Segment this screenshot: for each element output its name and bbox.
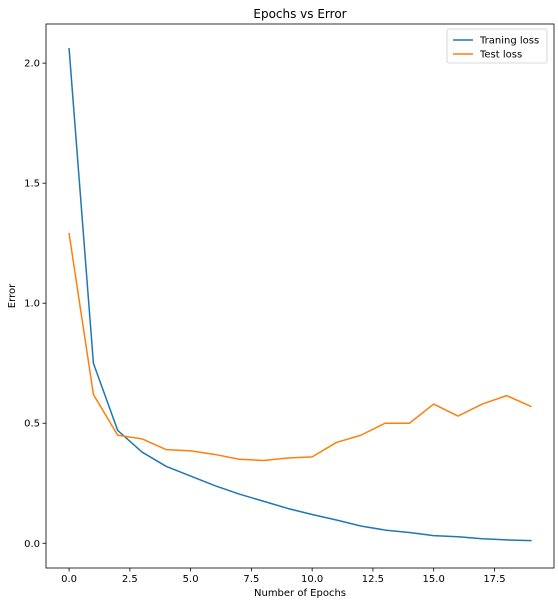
- plot-frame: [45, 23, 555, 569]
- x-tick-label: 17.5: [483, 574, 505, 585]
- legend-entry-label: Test loss: [479, 50, 522, 61]
- x-tick-label: 7.5: [243, 574, 259, 585]
- y-axis: 0.0 0.5 1.0 1.5 2.0: [24, 59, 46, 550]
- legend-entry-label: Traning loss: [479, 36, 539, 47]
- series-line-test-loss: [68, 232, 532, 462]
- y-tick-label: 0.0: [24, 539, 40, 550]
- x-tick-label: 12.5: [362, 574, 384, 585]
- x-tick-label: 0.0: [61, 574, 77, 585]
- x-axis: 0.0 2.5 5.0 7.5 10.0 12.5 15.0 17.5: [61, 568, 506, 585]
- y-axis-label: Error: [7, 283, 18, 308]
- legend: Traning loss Test loss: [446, 28, 548, 64]
- x-tick-label: 5.0: [183, 574, 199, 585]
- plot-area: [68, 47, 532, 542]
- y-tick-label: 1.0: [24, 299, 40, 310]
- x-tick-label: 2.5: [122, 574, 138, 585]
- series-line-training-loss: [68, 47, 532, 542]
- y-tick-label: 0.5: [24, 419, 40, 430]
- y-tick-label: 2.0: [24, 59, 40, 70]
- x-tick-label: 10.0: [301, 574, 323, 585]
- y-tick-label: 1.5: [24, 179, 40, 190]
- x-axis-label: Number of Epochs: [254, 588, 346, 599]
- chart-title: Epochs vs Error: [253, 7, 346, 21]
- x-tick-label: 15.0: [423, 574, 445, 585]
